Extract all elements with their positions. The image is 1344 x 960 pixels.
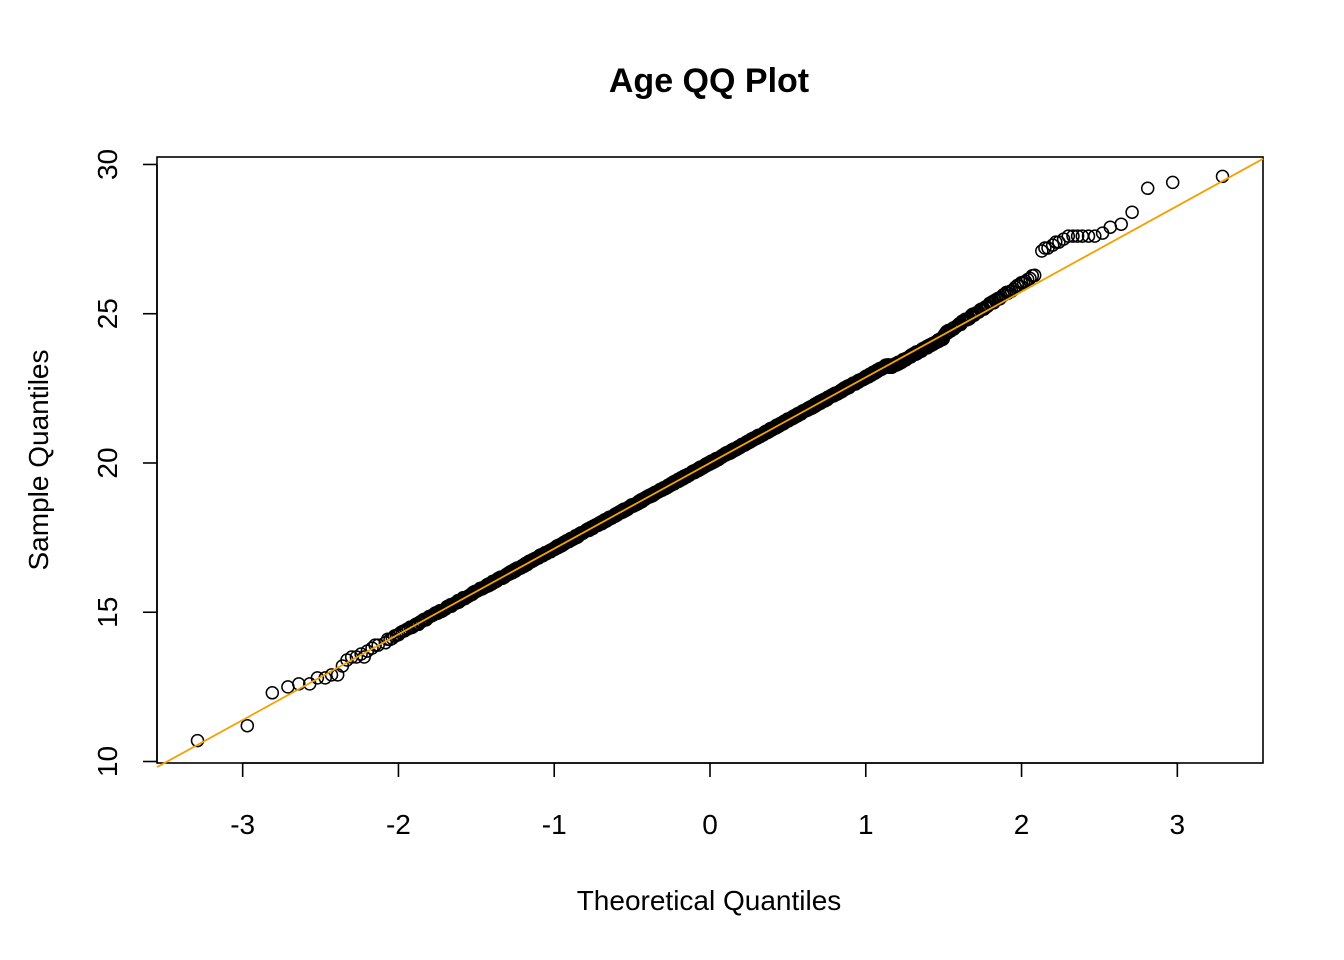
x-tick-label: -2 (386, 809, 411, 840)
y-axis: 10 15 20 25 30 (92, 149, 158, 777)
y-tick-label: 10 (92, 746, 123, 777)
x-axis-label: Theoretical Quantiles (577, 885, 842, 916)
y-axis-label: Sample Quantiles (23, 349, 54, 570)
data-point (1045, 238, 1060, 252)
data-point (265, 686, 280, 700)
data-point (1070, 229, 1085, 243)
data-point (1095, 226, 1110, 240)
x-tick-label: -1 (542, 809, 567, 840)
data-point (1215, 169, 1230, 184)
data-point (1103, 220, 1118, 234)
data-point (1035, 244, 1049, 258)
y-tick-label: 30 (92, 149, 123, 180)
x-axis: -3 -2 -1 0 1 2 3 (230, 762, 1186, 840)
data-point (365, 641, 379, 655)
data-point (1125, 205, 1139, 219)
y-tick-label: 25 (92, 298, 123, 329)
data-point (1027, 268, 1042, 283)
x-tick-label: 1 (858, 809, 874, 840)
y-tick-label: 20 (92, 447, 123, 478)
x-tick-label: 3 (1170, 809, 1186, 840)
x-tick-label: 0 (702, 809, 718, 840)
data-points (190, 169, 1230, 748)
data-point (1081, 229, 1096, 243)
plot-frame (156, 156, 1264, 764)
data-point (281, 680, 295, 694)
x-tick-label: -3 (230, 809, 255, 840)
data-point (368, 638, 382, 652)
data-point (1038, 241, 1052, 255)
data-point (371, 638, 385, 652)
data-point (1061, 229, 1076, 243)
y-tick-label: 15 (92, 597, 123, 628)
data-point (1114, 217, 1128, 231)
data-point (1066, 229, 1080, 243)
reference-line (156, 158, 1264, 768)
data-point (1165, 175, 1180, 190)
data-point (1088, 229, 1102, 243)
data-point (354, 647, 368, 661)
data-point (240, 718, 255, 733)
data-point (1049, 235, 1063, 249)
data-point (310, 671, 325, 685)
x-tick-label: 2 (1014, 809, 1030, 840)
data-point (1140, 181, 1155, 196)
chart-title: Age QQ Plot (609, 62, 809, 100)
